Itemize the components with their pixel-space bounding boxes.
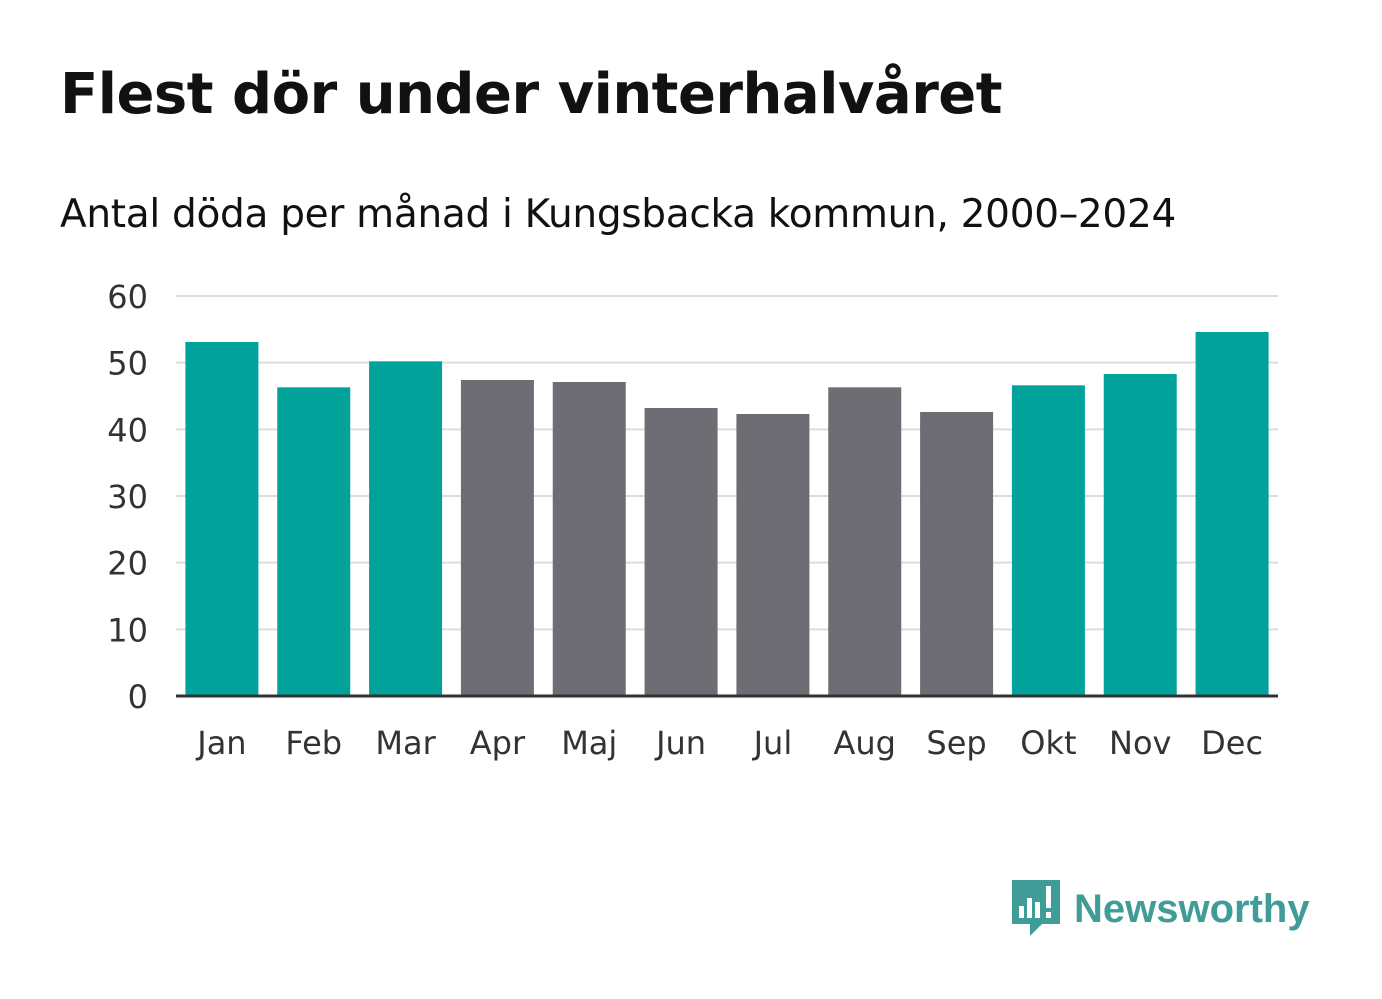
- bar-nov: [1103, 374, 1177, 696]
- bar-feb: [277, 387, 351, 696]
- y-tick-label: 30: [107, 478, 148, 516]
- y-tick-label: 0: [128, 678, 148, 716]
- bar-jul: [736, 414, 810, 696]
- x-tick-label: Jul: [752, 724, 793, 762]
- brand-logo: Newsworthy: [1010, 878, 1310, 940]
- x-axis-ticks: Jan Feb Mar Apr Maj Jun Jul Aug Sep Okt Nov Dec: [195, 724, 1263, 762]
- brand-name: Newsworthy: [1074, 886, 1310, 931]
- y-tick-label: 60: [107, 278, 148, 316]
- y-tick-label: 40: [107, 411, 148, 449]
- gridlines: [176, 295, 1278, 631]
- bar-okt: [1011, 385, 1085, 696]
- x-tick-label: Maj: [561, 724, 617, 762]
- x-tick-label: Nov: [1109, 724, 1171, 762]
- y-tick-label: 20: [107, 545, 148, 583]
- chart-subtitle: Antal döda per månad i Kungsbacka kommun…: [60, 192, 1176, 237]
- chart-title: Flest dör under vinterhalvåret: [60, 62, 1003, 127]
- bar-mar: [369, 361, 443, 696]
- bars: [185, 332, 1269, 696]
- x-tick-label: Okt: [1020, 724, 1076, 762]
- x-tick-label: Sep: [926, 724, 986, 762]
- bar-dec: [1195, 332, 1269, 696]
- x-tick-label: Jun: [654, 724, 706, 762]
- bar-maj: [552, 382, 626, 696]
- x-tick-label: Feb: [285, 724, 342, 762]
- bar-jun: [644, 408, 718, 696]
- y-tick-label: 50: [107, 345, 148, 383]
- bar-apr: [460, 380, 534, 696]
- y-tick-label: 10: [107, 611, 148, 649]
- x-tick-label: Dec: [1201, 724, 1263, 762]
- x-tick-label: Mar: [375, 724, 436, 762]
- bar-sep: [920, 412, 994, 696]
- x-tick-label: Apr: [470, 724, 526, 762]
- x-tick-label: Jan: [195, 724, 246, 762]
- bar-chart-speech-bubble-icon: [1012, 880, 1060, 936]
- bar-aug: [828, 387, 902, 696]
- bar-jan: [185, 342, 259, 696]
- y-axis-ticks: 0 10 20 30 40 50 60: [107, 278, 148, 716]
- x-tick-label: Aug: [834, 724, 896, 762]
